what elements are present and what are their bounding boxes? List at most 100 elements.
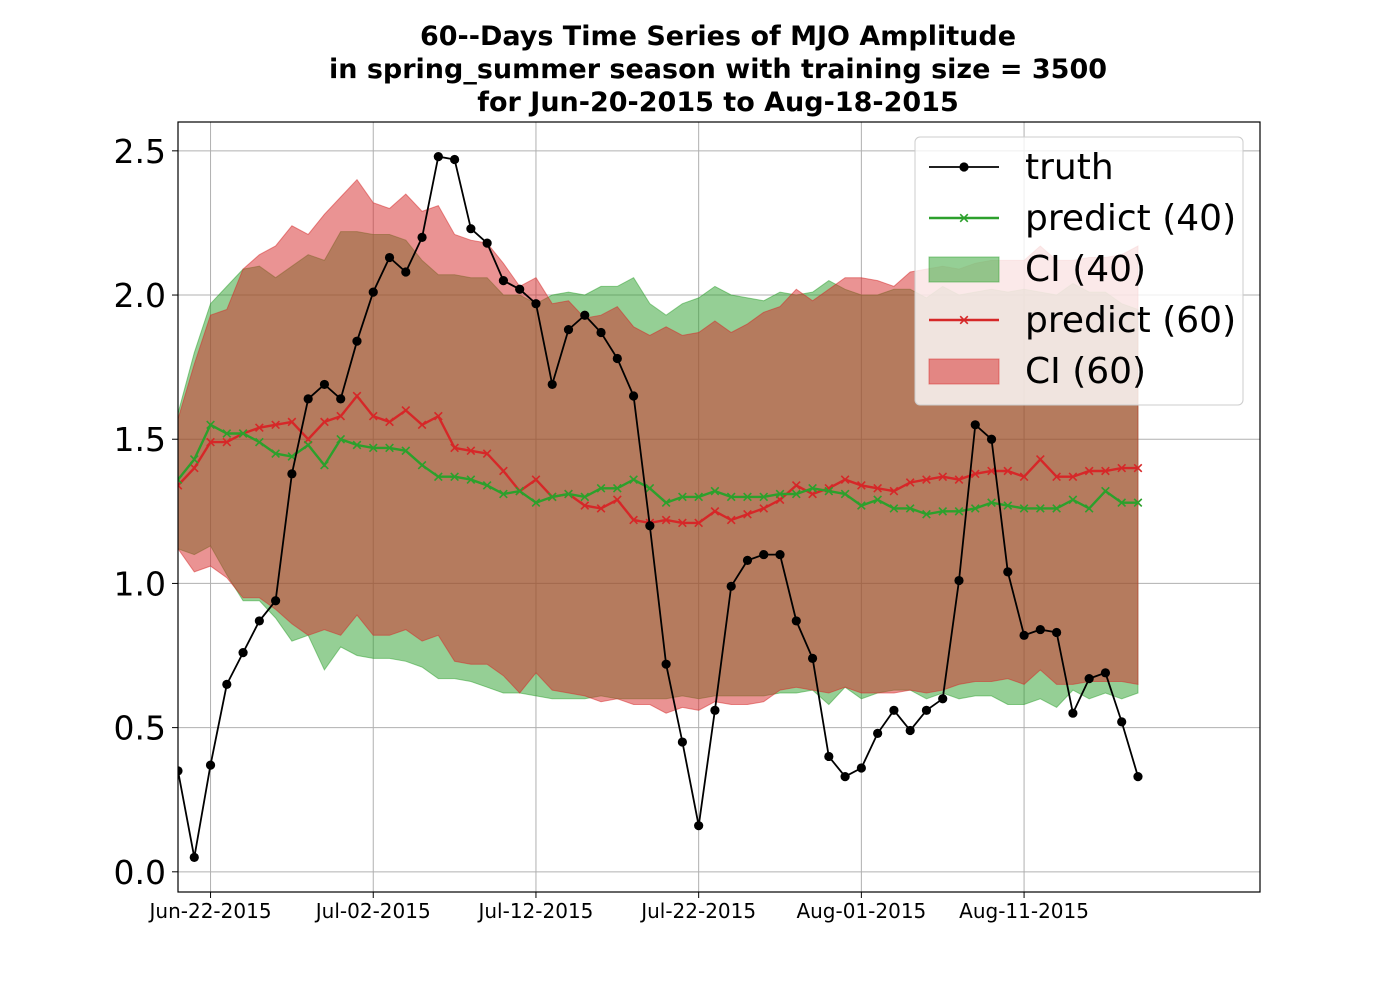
data-point bbox=[368, 287, 378, 297]
data-point bbox=[450, 154, 460, 165]
y-tick-label: 1.0 bbox=[114, 564, 166, 603]
data-point bbox=[840, 772, 850, 782]
data-point bbox=[677, 737, 687, 747]
x-marker bbox=[905, 504, 915, 513]
data-point bbox=[1133, 772, 1143, 782]
data-point bbox=[319, 379, 330, 390]
x-marker bbox=[222, 437, 232, 447]
x-marker bbox=[189, 463, 199, 473]
data-point bbox=[791, 616, 801, 626]
data-point bbox=[742, 555, 753, 565]
legend-entry: predict (40) bbox=[929, 198, 1236, 239]
x-marker bbox=[352, 391, 362, 401]
x-marker bbox=[959, 315, 969, 325]
x-marker bbox=[612, 495, 622, 505]
y-tick-label: 0.5 bbox=[114, 709, 166, 748]
x-marker bbox=[254, 437, 264, 447]
x-marker bbox=[1052, 472, 1061, 482]
series-lines bbox=[178, 152, 1143, 862]
axes: 0.0 0.5 1.0 1.5 2.0 2.5 Jun-22-2015 Jul-02-2015… bbox=[114, 132, 1089, 923]
x-marker bbox=[645, 483, 655, 493]
x-marker bbox=[1068, 472, 1078, 482]
chart-title-line-1: 60--Days Time Series of MJO Amplitude bbox=[420, 21, 1016, 52]
x-marker bbox=[482, 481, 492, 490]
data-point bbox=[1100, 668, 1111, 678]
x-marker bbox=[987, 498, 996, 508]
x-marker bbox=[1035, 504, 1045, 513]
legend-box bbox=[914, 136, 1244, 406]
x-marker bbox=[433, 472, 443, 482]
x-marker bbox=[178, 475, 183, 484]
data-point bbox=[466, 224, 476, 234]
series-line bbox=[178, 423, 1138, 516]
x-marker bbox=[206, 437, 215, 447]
x-marker bbox=[336, 411, 346, 421]
data-point bbox=[433, 152, 443, 162]
data-point bbox=[905, 725, 915, 736]
data-point bbox=[563, 325, 574, 335]
x-marker bbox=[629, 475, 638, 484]
data-point bbox=[384, 252, 395, 263]
x-marker bbox=[499, 489, 508, 499]
x-marker bbox=[1003, 501, 1013, 510]
x-marker bbox=[824, 486, 834, 496]
x-marker bbox=[922, 475, 931, 484]
x-marker bbox=[1035, 455, 1045, 464]
x-marker bbox=[629, 515, 638, 525]
x-marker bbox=[922, 509, 931, 519]
x-marker bbox=[840, 489, 850, 499]
x-marker bbox=[320, 460, 329, 470]
x-marker bbox=[889, 504, 899, 513]
x-marker bbox=[775, 489, 785, 499]
x-marker bbox=[959, 213, 969, 223]
data-point bbox=[873, 728, 883, 738]
x-marker bbox=[1019, 504, 1029, 513]
data-point bbox=[661, 659, 671, 669]
data-point bbox=[189, 852, 199, 862]
x-tick-label: Jul-12-2015 bbox=[476, 899, 593, 923]
data-point bbox=[336, 394, 346, 404]
x-marker bbox=[271, 449, 280, 459]
x-marker bbox=[954, 475, 964, 484]
chart-title-line-2: in spring_summer season with training si… bbox=[329, 54, 1107, 85]
x-tick-label: Jun-22-2015 bbox=[148, 899, 272, 923]
x-marker bbox=[1133, 498, 1143, 508]
y-tick-label: 2.0 bbox=[114, 276, 166, 315]
data-point bbox=[222, 679, 232, 689]
data-point bbox=[303, 394, 313, 404]
legend-label: predict (40) bbox=[1025, 198, 1236, 239]
data-point bbox=[710, 705, 720, 715]
x-marker bbox=[1068, 495, 1078, 505]
x-marker bbox=[905, 478, 915, 487]
x-marker bbox=[1019, 472, 1029, 482]
data-point bbox=[352, 336, 362, 346]
x-marker bbox=[450, 472, 459, 482]
series-1 bbox=[178, 420, 1143, 519]
series-line bbox=[178, 394, 1138, 525]
data-point bbox=[205, 760, 216, 770]
x-marker bbox=[1117, 463, 1127, 473]
x-marker bbox=[743, 509, 752, 519]
x-marker bbox=[694, 492, 704, 502]
data-point bbox=[938, 694, 948, 704]
data-point bbox=[271, 596, 281, 606]
x-marker bbox=[1117, 498, 1127, 508]
x-marker bbox=[678, 518, 687, 528]
x-marker bbox=[368, 411, 378, 421]
x-marker bbox=[222, 429, 232, 438]
x-marker bbox=[694, 518, 704, 528]
x-marker bbox=[759, 504, 769, 513]
x-marker bbox=[368, 443, 378, 453]
x-marker bbox=[987, 466, 996, 476]
x-marker bbox=[206, 420, 215, 430]
x-marker bbox=[287, 417, 297, 427]
x-marker bbox=[808, 483, 817, 493]
x-marker bbox=[938, 506, 948, 516]
data-point bbox=[954, 575, 964, 586]
ci-band-4 bbox=[178, 178, 1139, 714]
x-marker bbox=[873, 495, 883, 505]
data-point bbox=[645, 521, 655, 531]
data-point bbox=[515, 284, 525, 294]
confidence-bands bbox=[178, 178, 1139, 714]
